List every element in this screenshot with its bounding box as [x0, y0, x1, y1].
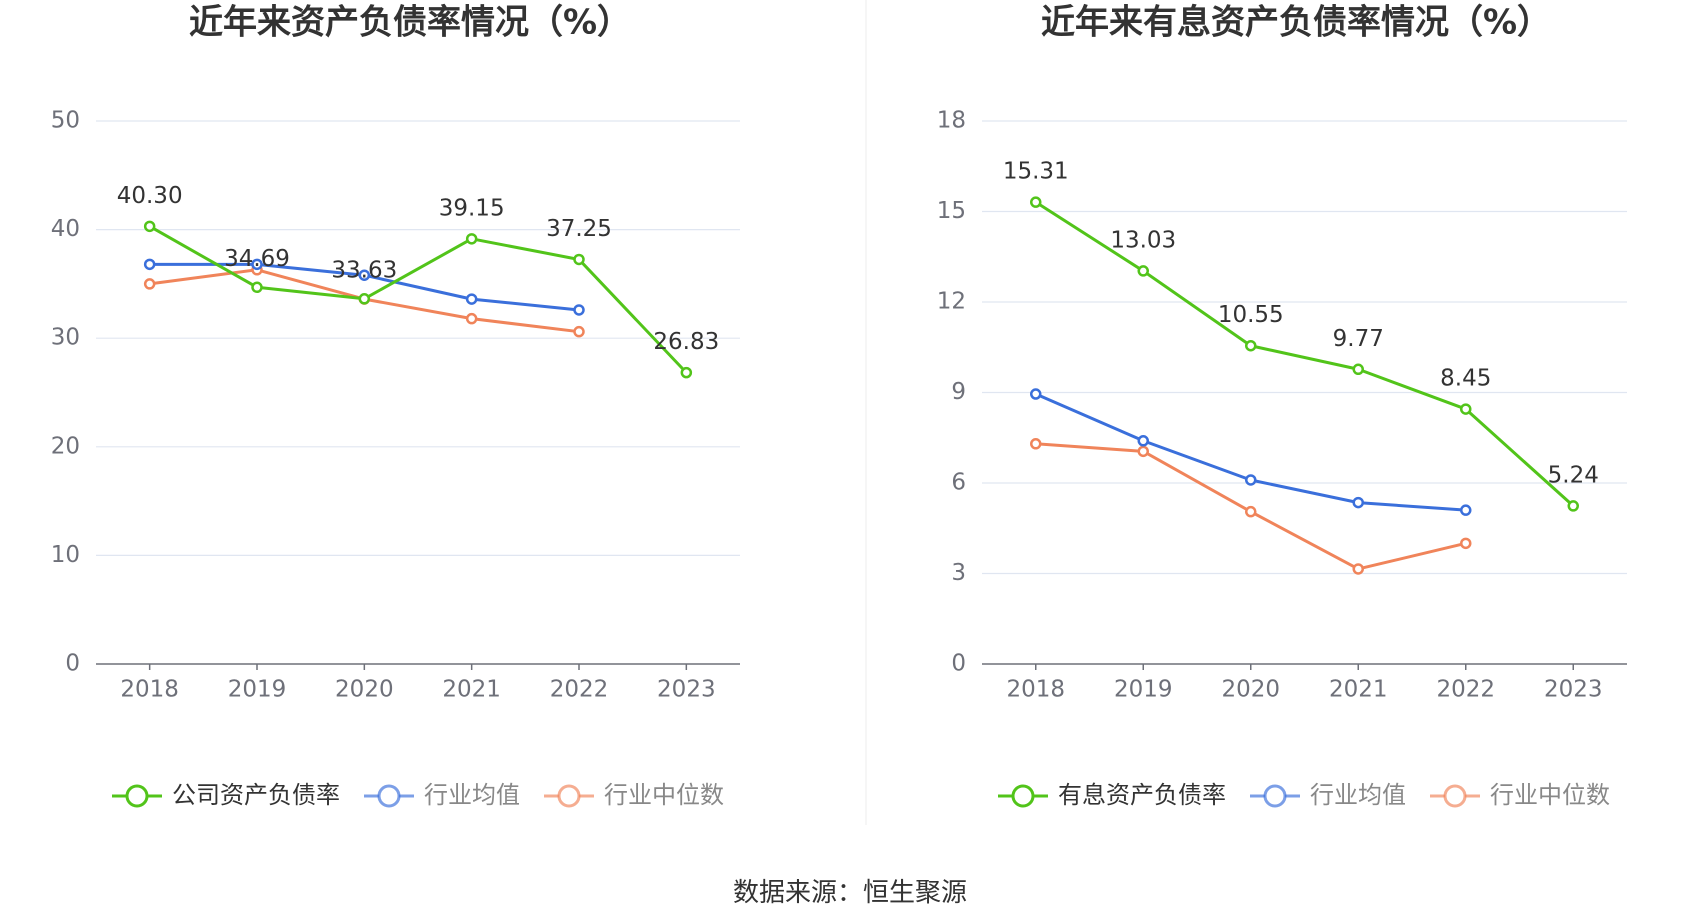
x-tick-label: 2018	[1006, 677, 1065, 703]
legend-marker	[1011, 784, 1035, 808]
x-tick-label: 2019	[228, 677, 287, 703]
legend-marker	[1263, 784, 1287, 808]
y-tick-label: 6	[951, 470, 966, 496]
data-label: 5.24	[1548, 462, 1599, 488]
legend-item[interactable]: 有息资产负债率	[998, 781, 1226, 809]
x-tick-label: 2021	[442, 677, 501, 703]
data-label: 10.55	[1218, 302, 1284, 328]
data-label: 26.83	[653, 329, 719, 355]
data-point[interactable]	[143, 258, 156, 271]
data-label: 34.69	[224, 246, 290, 272]
data-point[interactable]	[251, 258, 263, 271]
data-point[interactable]	[680, 366, 693, 379]
y-tick-label: 0	[951, 651, 966, 677]
x-tick-label: 2023	[657, 677, 716, 703]
x-tick-label: 2019	[1114, 677, 1173, 703]
x-tick-label: 2018	[120, 677, 179, 703]
legend-label: 行业均值	[424, 781, 520, 809]
y-tick-label: 10	[51, 542, 80, 568]
x-tick-label: 2023	[1544, 677, 1603, 703]
y-tick-label: 0	[65, 651, 80, 677]
data-label: 8.45	[1440, 366, 1491, 392]
y-tick-label: 9	[951, 379, 966, 405]
legend-marker	[557, 784, 581, 808]
legend-label: 行业中位数	[604, 781, 724, 809]
x-tick-label: 2020	[1221, 677, 1280, 703]
y-tick-label: 20	[51, 433, 80, 459]
x-tick-label: 2020	[335, 677, 394, 703]
series-line	[1035, 392, 1466, 512]
data-point[interactable]	[1352, 563, 1364, 575]
data-point[interactable]	[573, 304, 585, 316]
y-tick-label: 15	[937, 198, 966, 224]
legend-item[interactable]: 公司资产负债率	[112, 781, 340, 809]
legend-label: 行业均值	[1310, 781, 1406, 809]
x-tick-label: 2022	[550, 677, 609, 703]
legend-item[interactable]: 行业均值	[364, 781, 520, 809]
legend-label: 行业中位数	[1490, 781, 1610, 809]
data-point[interactable]	[573, 253, 585, 266]
data-label: 13.03	[1110, 227, 1176, 253]
data-point[interactable]	[1460, 403, 1472, 415]
data-point[interactable]	[1137, 435, 1149, 447]
data-point[interactable]	[251, 281, 263, 294]
legend-item[interactable]: 行业均值	[1250, 781, 1406, 809]
data-point[interactable]	[1460, 537, 1472, 550]
data-label: 37.25	[546, 216, 612, 242]
data-point[interactable]	[1352, 496, 1364, 509]
data-label: 15.31	[1003, 159, 1069, 185]
debt-ratio-chart: 近年来资产负债率情况（%） 0 10 20 30 40 50 2018 2019 2020 2021…	[51, 3, 740, 809]
x-tick-label: 2021	[1329, 677, 1388, 703]
chart-title: 近年来有息资产负债率情况（%）	[1041, 3, 1551, 43]
legend-item[interactable]: 行业中位数	[544, 781, 724, 809]
legend-label: 有息资产负债率	[1058, 781, 1226, 809]
data-point[interactable]	[358, 293, 371, 305]
legend-marker	[377, 784, 401, 808]
y-tick-label: 50	[51, 108, 80, 134]
data-point[interactable]	[1245, 339, 1257, 352]
data-label: 9.77	[1333, 326, 1384, 352]
y-tick-label: 18	[937, 108, 966, 134]
data-point[interactable]	[465, 293, 478, 305]
y-tick-label: 12	[937, 289, 966, 315]
data-point[interactable]	[143, 220, 156, 233]
data-point[interactable]	[1030, 196, 1042, 208]
legend-item[interactable]: 行业中位数	[1430, 781, 1610, 809]
data-point[interactable]	[1460, 504, 1472, 516]
data-point[interactable]	[1137, 445, 1149, 458]
data-point[interactable]	[1245, 474, 1257, 486]
legend-marker	[1443, 784, 1467, 808]
data-point[interactable]	[573, 325, 585, 338]
y-tick-label: 40	[51, 216, 80, 242]
source-note: 数据来源：恒生聚源	[733, 878, 967, 908]
y-tick-label: 3	[951, 560, 966, 586]
x-tick-label: 2022	[1436, 677, 1495, 703]
series-line	[1034, 200, 1575, 508]
legend-label: 公司资产负债率	[172, 781, 340, 809]
data-point[interactable]	[1030, 388, 1042, 400]
data-label: 40.30	[117, 183, 183, 209]
interest-debt-ratio-chart: 近年来有息资产负债率情况（%） 0 3 6 9 12 15 18 2018 2019 2020 202…	[937, 3, 1627, 809]
data-point[interactable]	[1352, 363, 1364, 376]
data-point[interactable]	[465, 233, 478, 245]
legend-marker	[125, 784, 149, 808]
series-line	[148, 225, 688, 374]
data-point[interactable]	[1245, 505, 1257, 518]
data-point[interactable]	[143, 278, 156, 290]
data-point[interactable]	[465, 312, 478, 325]
data-point[interactable]	[1567, 500, 1579, 512]
data-label: 33.63	[331, 257, 397, 283]
data-point[interactable]	[1030, 438, 1042, 450]
data-point[interactable]	[1137, 265, 1149, 277]
y-tick-label: 30	[51, 325, 80, 351]
data-point[interactable]	[358, 269, 371, 281]
data-label: 39.15	[439, 195, 505, 221]
chart-title: 近年来资产负债率情况（%）	[189, 3, 631, 43]
